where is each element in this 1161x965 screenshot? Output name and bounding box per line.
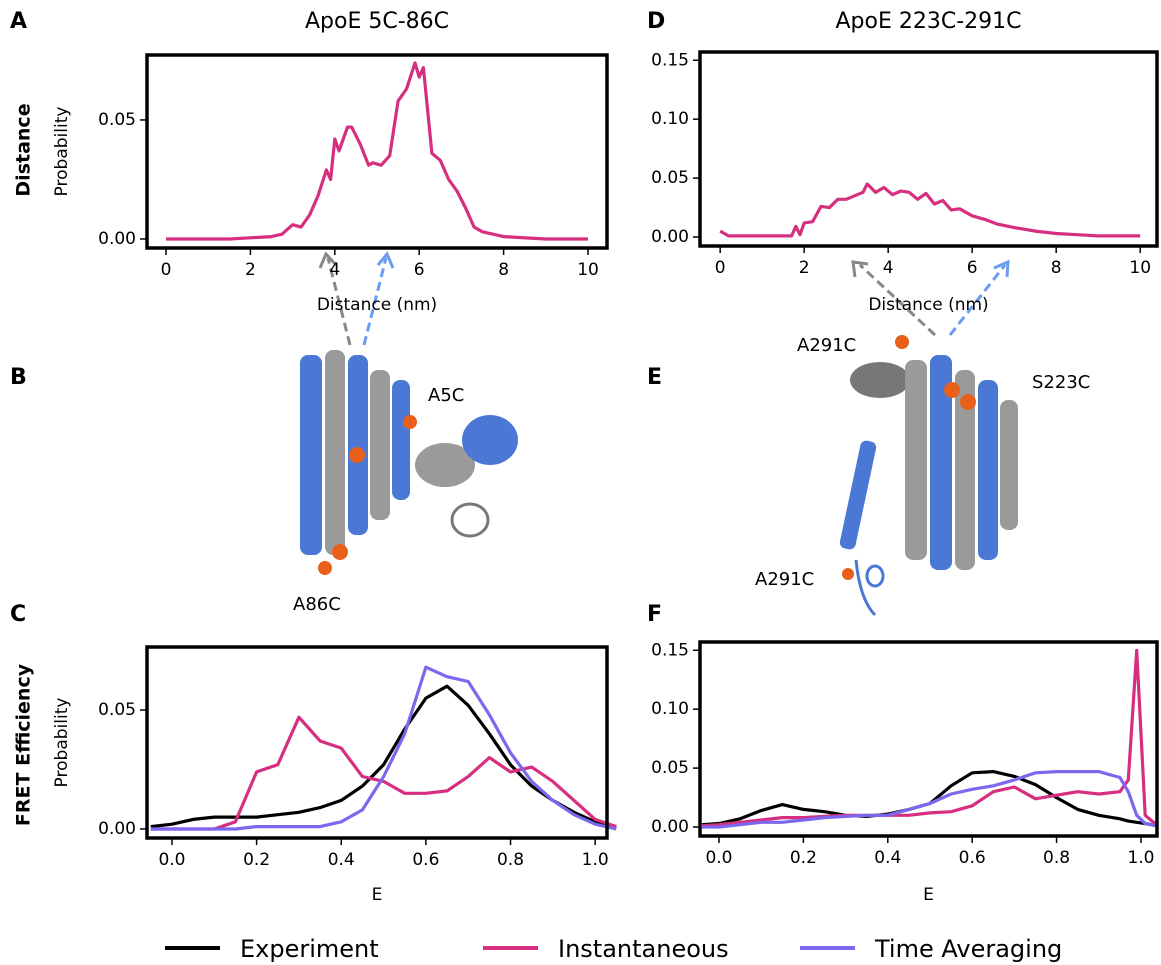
y-tick-label: 0.15 [651,640,689,660]
panel-label: D [647,9,665,34]
legend-label: Experiment [240,935,379,963]
chart-title: ApoE 5C-86C [305,9,449,34]
plot-frame [145,645,609,840]
y-tick-label: 0.00 [651,817,689,837]
y-tick-label: 0.00 [651,227,689,247]
data-line [702,770,1159,829]
legend-label: Instantaneous [558,935,729,963]
y-tick-label: 0.15 [651,50,689,70]
data-line [150,684,617,829]
x-tick-label: 0.8 [1043,848,1070,868]
panel-label: E [647,365,662,390]
y-axis-label: Probability [52,107,72,197]
x-tick-label: 10 [1129,258,1151,278]
structure-label: A291C [755,569,814,590]
x-tick-label: 6 [414,260,425,280]
x-tick-label: 4 [329,260,340,280]
data-line [701,648,1159,828]
x-axis-label: Distance (nm) [868,295,988,315]
y-tick-label: 0.00 [98,819,136,839]
row-label: FRET Efficiency [13,663,35,826]
x-tick-label: 0.6 [412,850,439,870]
panel-label: B [10,365,27,390]
x-tick-label: 10 [577,260,599,280]
plot-frame [698,50,1159,248]
x-tick-label: 0.6 [959,848,986,868]
legend-label: Time Averaging [874,935,1062,963]
structure-label: A291C [797,335,856,356]
structure-label: S223C [1032,372,1090,393]
structure-label: A5C [428,385,464,406]
row-label: Distance [13,103,35,196]
y-tick-label: 0.10 [651,109,689,129]
y-tick-label: 0.00 [98,229,136,249]
x-tick-label: 1.0 [1127,848,1154,868]
protein-structure-b [300,251,518,575]
protein-structure-e [839,259,1018,617]
plot-frame [145,53,609,250]
x-tick-label: 2 [799,258,810,278]
x-tick-label: 0.4 [328,850,355,870]
plot-frame [698,640,1159,838]
panel-label: A [10,9,27,34]
x-tick-label: 0.0 [705,848,732,868]
y-tick-label: 0.05 [98,700,136,720]
x-axis-label: Distance (nm) [317,295,437,315]
panel-label: C [10,602,26,627]
chart-title: ApoE 223C-291C [835,9,1021,34]
x-axis-label: E [372,885,383,905]
x-tick-label: 8 [1051,258,1062,278]
x-tick-label: 8 [498,260,509,280]
y-tick-label: 0.10 [651,699,689,719]
y-axis-label: Probability [52,698,72,788]
data-line [166,61,588,241]
data-line [719,182,1141,238]
x-tick-label: 1.0 [582,850,609,870]
data-line [701,770,1159,828]
y-tick-label: 0.05 [98,110,136,130]
x-tick-label: 2 [245,260,256,280]
x-tick-label: 4 [883,258,894,278]
x-axis-label: E [923,885,934,905]
data-line [150,715,617,831]
x-tick-label: 0 [715,258,726,278]
y-tick-label: 0.05 [651,758,689,778]
structure-label: A86C [293,594,341,615]
x-tick-label: 0.8 [497,850,524,870]
x-tick-label: 6 [967,258,978,278]
panel-label: F [647,602,662,627]
data-line [150,665,617,831]
x-tick-label: 0.0 [158,850,185,870]
y-tick-label: 0.05 [651,168,689,188]
x-tick-label: 0.2 [790,848,817,868]
x-tick-label: 0.4 [874,848,901,868]
x-tick-label: 0.2 [243,850,270,870]
x-tick-label: 0 [161,260,172,280]
